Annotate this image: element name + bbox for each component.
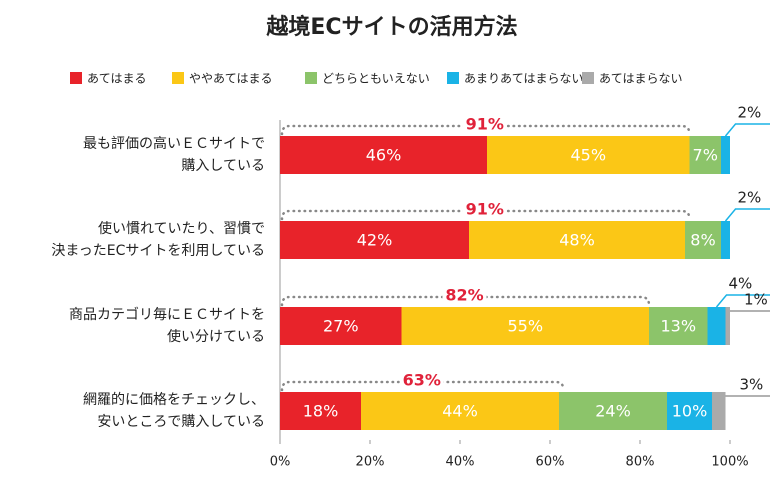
- bar-segment: [280, 136, 487, 174]
- x-tick-label: 80%: [626, 455, 655, 470]
- x-tick-label: 100%: [711, 455, 748, 470]
- bar-segment: [280, 392, 361, 430]
- top2-label: 91%: [466, 115, 504, 134]
- chart-title: 越境ECサイトの活用方法: [265, 14, 517, 40]
- value-label: 8%: [690, 231, 715, 250]
- top2-bracket: [280, 380, 565, 392]
- top2-label-bg: [442, 286, 487, 306]
- top2-label: 63%: [403, 371, 441, 390]
- value-label: 27%: [323, 317, 359, 336]
- legend-swatch: [172, 72, 184, 84]
- value-label: 2%: [738, 189, 762, 207]
- top2-label-bg: [462, 115, 507, 135]
- top2-label-bg: [462, 200, 507, 220]
- value-label: 55%: [507, 317, 543, 336]
- value-label: 42%: [357, 231, 393, 250]
- legend-label: どちらともいえない: [322, 72, 430, 86]
- bar-segment: [280, 307, 402, 345]
- bar-segment: [689, 136, 721, 174]
- top2-label: 91%: [466, 200, 504, 219]
- value-label: 3%: [740, 376, 764, 394]
- value-label: 10%: [672, 402, 708, 421]
- bar-segment: [361, 392, 559, 430]
- value-label: 7%: [693, 146, 718, 165]
- value-label: 4%: [729, 275, 753, 293]
- x-tick-label: 60%: [536, 455, 565, 470]
- bar-segment: [649, 307, 708, 345]
- value-label: 13%: [660, 317, 696, 336]
- bar-segment: [469, 221, 685, 259]
- bar-segment: [487, 136, 690, 174]
- category-label: 最も評価の高いＥＣサイトで購入している: [83, 135, 265, 174]
- bar-segment: [721, 221, 730, 259]
- value-label: 1%: [744, 291, 768, 309]
- bar-segment: [721, 136, 730, 174]
- value-label: 48%: [559, 231, 595, 250]
- legend-swatch: [447, 72, 459, 84]
- value-label: 44%: [442, 402, 478, 421]
- top2-label: 82%: [445, 286, 483, 305]
- category-label: 商品カテゴリ毎にＥＣサイトを使い分けている: [69, 306, 265, 345]
- bar-segment: [401, 307, 649, 345]
- value-label: 24%: [595, 402, 631, 421]
- x-tick-label: 20%: [356, 455, 385, 470]
- leader-line: [724, 123, 770, 137]
- x-tick-label: 0%: [270, 455, 291, 470]
- legend-swatch: [305, 72, 317, 84]
- bar-segment: [707, 307, 726, 345]
- legend-swatch: [70, 72, 82, 84]
- legend-label: あてはまる: [87, 72, 147, 86]
- legend-label: あてはまらない: [599, 72, 683, 86]
- leader-line: [724, 208, 770, 222]
- category-label: 網羅的に価格をチェックし、安いところで購入している: [83, 392, 265, 430]
- bar-segment: [280, 221, 469, 259]
- bar-segment: [712, 392, 726, 430]
- legend-swatch: [582, 72, 594, 84]
- value-label: 45%: [570, 146, 606, 165]
- leader-line: [715, 294, 770, 308]
- bar-segment: [559, 392, 667, 430]
- legend-label: ややあてはまる: [189, 72, 273, 86]
- value-label: 2%: [738, 104, 762, 122]
- x-tick-label: 40%: [446, 455, 475, 470]
- value-label: 46%: [366, 146, 402, 165]
- top2-label-bg: [399, 371, 444, 391]
- legend-label: あまりあてはまらない: [464, 72, 584, 86]
- category-label: 使い慣れていたり、習慣で決まったECサイトを利用している: [51, 220, 265, 259]
- bar-segment: [725, 307, 730, 345]
- bar-segment: [667, 392, 712, 430]
- value-label: 18%: [303, 402, 339, 421]
- bar-segment: [685, 221, 721, 259]
